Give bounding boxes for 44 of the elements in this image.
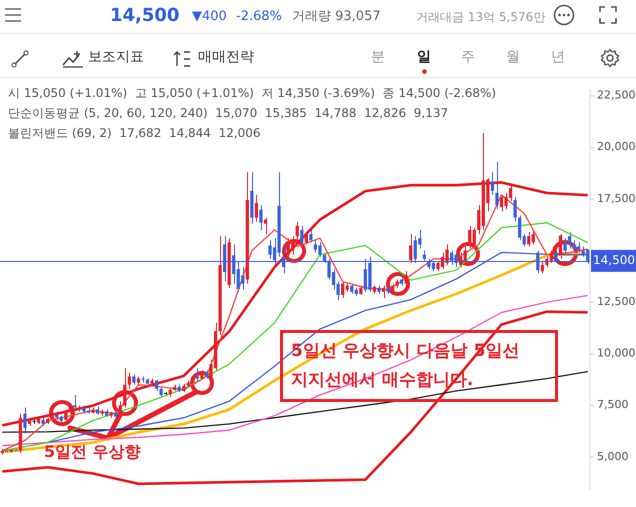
candlestick xyxy=(300,225,304,247)
candlestick xyxy=(254,194,258,222)
text: 매매전략 xyxy=(198,49,254,66)
text: 보조지표 xyxy=(88,49,144,66)
y-tick-label: 17,500 xyxy=(597,192,636,205)
text: 년 xyxy=(551,49,565,66)
text: ▼400 xyxy=(192,9,227,25)
candlestick xyxy=(540,260,544,274)
candlestick xyxy=(382,285,386,299)
candlestick xyxy=(314,240,318,254)
text: 월 xyxy=(506,49,520,66)
y-tick-label: 7,500 xyxy=(597,398,628,412)
candlestick xyxy=(118,400,122,418)
text: 거래대금 13억 5,576만 xyxy=(416,10,546,24)
y-tick-label: 12,500 xyxy=(597,295,636,308)
candlestick xyxy=(264,217,268,235)
ref-line-label: 14,500 xyxy=(593,253,635,268)
text: 일 xyxy=(417,49,431,66)
candlestick xyxy=(23,406,27,434)
candlestick xyxy=(508,184,512,202)
y-tick-label: 10,000 xyxy=(597,346,636,360)
text: 거래량 93,057 xyxy=(292,9,381,25)
annotation: 5일전 우상향 xyxy=(44,442,141,462)
candlestick xyxy=(259,204,263,230)
text: 14,500 xyxy=(110,5,180,27)
text: 분 xyxy=(371,49,385,66)
y-tick-label: 22,500 xyxy=(597,88,636,102)
annotation: 볼린저밴드 (69, 2) 17,682 14,844 12,006 xyxy=(8,126,261,140)
candlestick xyxy=(309,229,313,243)
candlestick xyxy=(558,234,562,260)
candlestick xyxy=(359,285,362,296)
candlestick xyxy=(550,250,554,264)
annotation: 시 15,050 (+1.01%) 고 15,050 (+1.01%) 저 14,350 (-3.69%) 종 14,500 (-2.68%) xyxy=(8,86,496,100)
y-tick-label: 20,000 xyxy=(597,140,636,154)
candlestick xyxy=(513,196,517,222)
candlestick xyxy=(409,234,412,264)
y-tick-label: 5,000 xyxy=(597,450,628,463)
candlestick xyxy=(568,232,572,250)
annotation: 단순이동평균 (5, 20, 60, 120, 240) 15,070 15,385 14,788 12,826 9,137 xyxy=(8,106,448,120)
candlestick xyxy=(154,379,158,392)
candlestick xyxy=(390,283,394,294)
candlestick xyxy=(404,270,408,286)
text: -2.68% xyxy=(236,9,282,25)
text: 주 xyxy=(461,49,475,66)
